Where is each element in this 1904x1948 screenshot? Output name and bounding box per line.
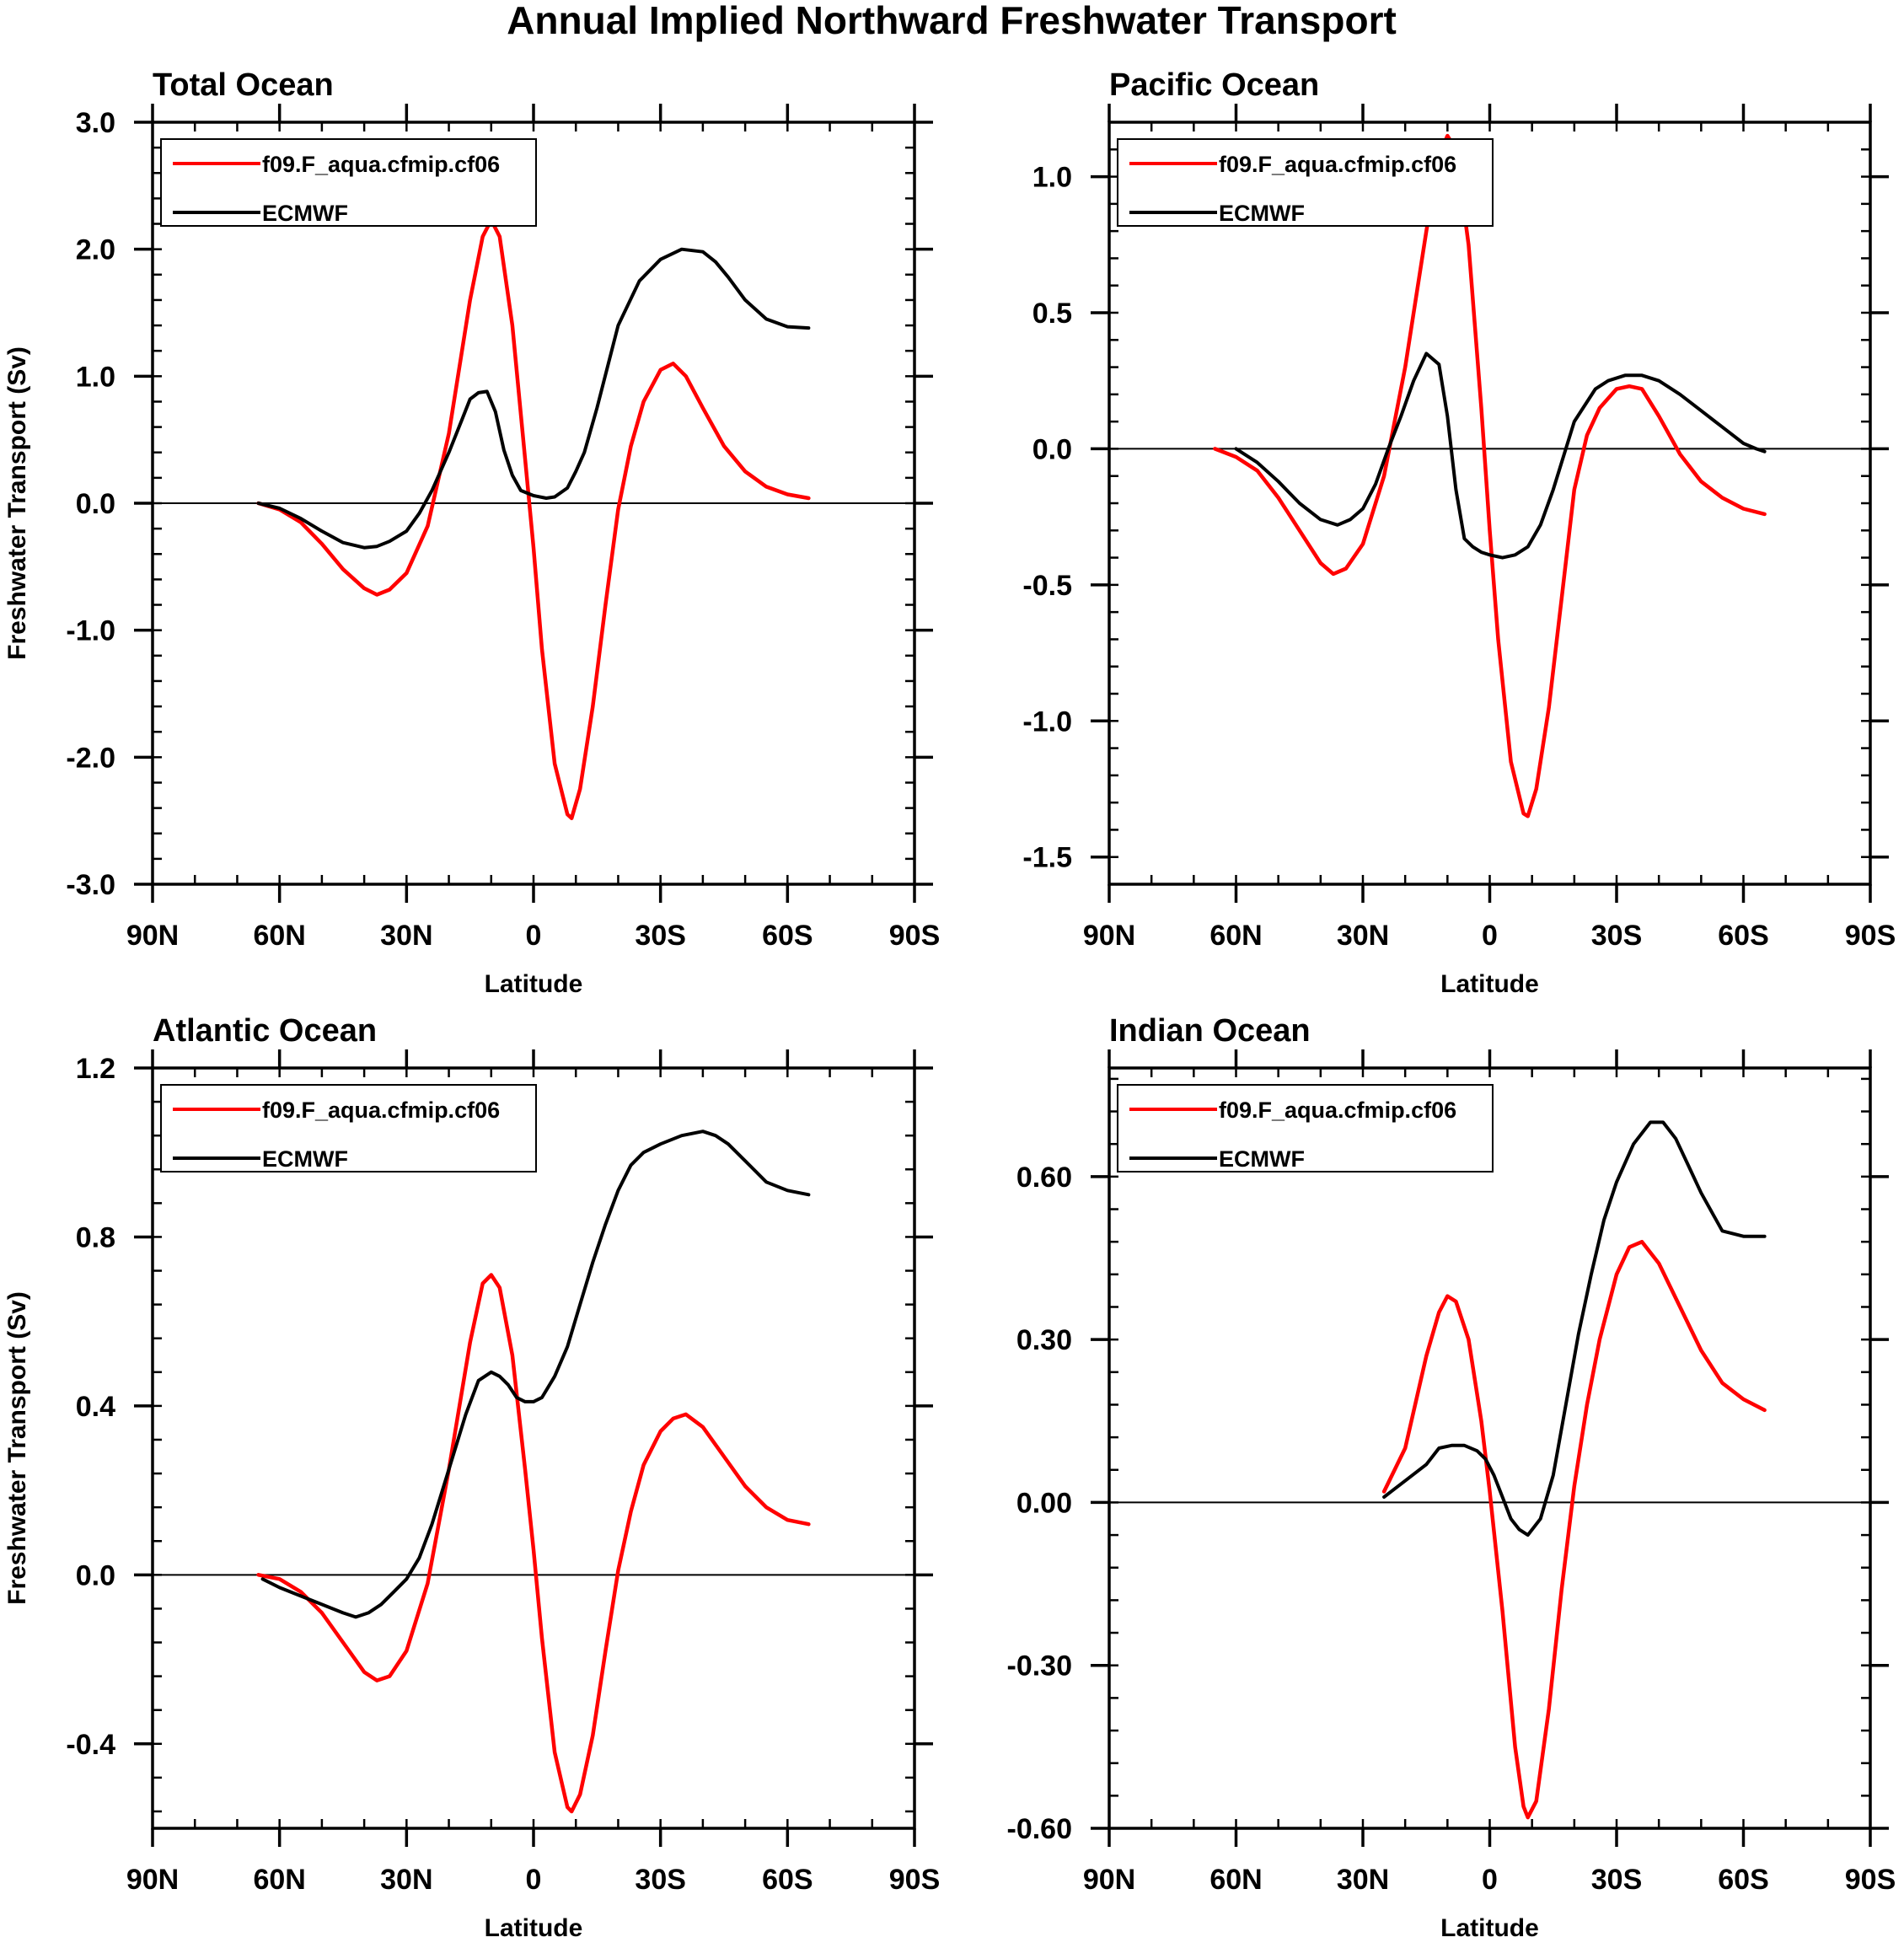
y-tick-label: 0.0 xyxy=(76,1559,115,1591)
series-line-ecmwf xyxy=(256,247,811,550)
x-tick-label: 90S xyxy=(889,920,941,952)
x-tick-label: 60N xyxy=(253,1864,305,1896)
panel-total-ocean: 90N 60N 30N 0 30S 60S 90S -3.0 -2.0 -1.0 0.0 1.0 2.0… xyxy=(3,67,940,998)
y-tick-label: 1.0 xyxy=(1032,162,1072,194)
plot-frame xyxy=(1108,121,1872,886)
y-axis-label: Freshwater Transport (Sv) xyxy=(3,1291,31,1605)
x-axis-label: Latitude xyxy=(485,1914,583,1942)
plot-frame xyxy=(1108,1066,1872,1830)
legend-label-f09-f-aqua-cfmip-cf06: f09.F_aqua.cfmip.cf06 xyxy=(262,1097,500,1123)
x-tick-label: 60S xyxy=(762,1864,813,1896)
series-line-f09-f-aqua-cfmip-cf06 xyxy=(1213,133,1767,818)
y-tick-label: -0.30 xyxy=(1007,1650,1073,1682)
y-tick-label: -0.5 xyxy=(1022,570,1072,602)
x-axis-label: Latitude xyxy=(1440,970,1539,998)
y-tick-label: -1.0 xyxy=(66,615,115,647)
x-tick-label: 90S xyxy=(1845,1864,1896,1896)
x-tick-label: 60N xyxy=(1209,1864,1262,1896)
panel-title: Atlantic Ocean xyxy=(153,1013,377,1049)
x-axis-label: Latitude xyxy=(485,970,583,998)
y-tick-label: 1.0 xyxy=(76,361,115,393)
y-tick-label: -1.0 xyxy=(1022,706,1072,738)
x-tick-label: 30N xyxy=(1337,1864,1389,1896)
legend-label-ecmwf: ECMWF xyxy=(262,1146,348,1172)
y-tick-label: 0.8 xyxy=(76,1221,115,1253)
x-tick-label: 90N xyxy=(1083,920,1135,952)
y-tick-label: 3.0 xyxy=(76,107,115,139)
x-tick-label: 30S xyxy=(1591,1864,1643,1896)
legend-label-ecmwf: ECMWF xyxy=(262,201,348,226)
panel-pacific-ocean: 90N 60N 30N 0 30S 60S 90S -1.5 -1.0 -0.5 0.0 0.5 1.0… xyxy=(1022,67,1896,998)
x-tick-label: 90N xyxy=(126,1864,179,1896)
panel-atlantic-ocean: 90N 60N 30N 0 30S 60S 90S -0.4 0.0 0.4 0.8 1.2 f09.F… xyxy=(3,1013,940,1942)
y-tick-label: 2.0 xyxy=(76,234,115,266)
x-tick-label: 60S xyxy=(1718,1864,1769,1896)
series-line-f09-f-aqua-cfmip-cf06 xyxy=(256,1273,811,1814)
y-tick-label: 0.60 xyxy=(1016,1162,1072,1194)
y-tick-label: -0.4 xyxy=(66,1729,115,1761)
x-tick-label: 30N xyxy=(380,1864,432,1896)
x-tick-label: 0 xyxy=(526,920,542,952)
legend-label-f09-f-aqua-cfmip-cf06: f09.F_aqua.cfmip.cf06 xyxy=(262,152,500,177)
x-tick-label: 30S xyxy=(1591,920,1643,952)
x-tick-label: 30N xyxy=(380,920,432,952)
plot-frame xyxy=(151,121,916,886)
series-line-ecmwf xyxy=(1234,351,1767,560)
y-tick-label: 0.0 xyxy=(1032,433,1072,465)
y-tick-label: -3.0 xyxy=(66,869,115,901)
x-tick-label: 30S xyxy=(635,920,686,952)
x-axis-label: Latitude xyxy=(1440,1914,1539,1942)
panel-title: Total Ocean xyxy=(153,67,334,103)
series-line-f09-f-aqua-cfmip-cf06 xyxy=(256,217,811,820)
y-tick-label: 1.2 xyxy=(76,1053,115,1085)
x-tick-label: 30S xyxy=(635,1864,686,1896)
x-tick-label: 30N xyxy=(1337,920,1389,952)
panel-indian-ocean: 90N 60N 30N 0 30S 60S 90S -0.60 -0.30 0.00 0.30 0.6… xyxy=(1007,1013,1896,1942)
legend-label-f09-f-aqua-cfmip-cf06: f09.F_aqua.cfmip.cf06 xyxy=(1219,1097,1456,1123)
x-tick-label: 0 xyxy=(1482,1864,1498,1896)
y-tick-label: 0.0 xyxy=(76,488,115,520)
y-axis-label: Freshwater Transport (Sv) xyxy=(3,346,31,660)
figure-title: Annual Implied Northward Freshwater Tran… xyxy=(507,0,1397,42)
panel-title: Pacific Ocean xyxy=(1109,67,1319,103)
y-tick-label: 0.00 xyxy=(1016,1487,1072,1519)
y-tick-label: -0.60 xyxy=(1007,1813,1073,1845)
y-tick-label: -2.0 xyxy=(66,742,115,774)
series-line-f09-f-aqua-cfmip-cf06 xyxy=(1381,1239,1767,1820)
x-tick-label: 90N xyxy=(1083,1864,1135,1896)
panel-title: Indian Ocean xyxy=(1109,1013,1311,1049)
x-tick-label: 90N xyxy=(126,920,179,952)
x-tick-label: 60N xyxy=(253,920,305,952)
y-tick-label: 0.4 xyxy=(76,1391,115,1423)
x-tick-label: 60N xyxy=(1209,920,1262,952)
x-tick-label: 0 xyxy=(526,1864,542,1896)
y-tick-label: 0.30 xyxy=(1016,1324,1072,1356)
plot-frame xyxy=(151,1066,916,1830)
legend-label-ecmwf: ECMWF xyxy=(1219,201,1305,226)
y-tick-label: 0.5 xyxy=(1032,298,1072,330)
series-line-ecmwf xyxy=(1382,1120,1767,1537)
x-tick-label: 60S xyxy=(1718,920,1769,952)
x-tick-label: 60S xyxy=(762,920,813,952)
y-tick-label: -1.5 xyxy=(1022,842,1072,874)
legend-label-f09-f-aqua-cfmip-cf06: f09.F_aqua.cfmip.cf06 xyxy=(1219,152,1456,177)
x-tick-label: 0 xyxy=(1482,920,1498,952)
panels: 90N 60N 30N 0 30S 60S 90S -3.0 -2.0 -1.0 0.0 1.0 2.0… xyxy=(3,67,1896,1942)
series-line-ecmwf xyxy=(260,1130,811,1619)
x-tick-label: 90S xyxy=(889,1864,941,1896)
legend-label-ecmwf: ECMWF xyxy=(1219,1146,1305,1172)
x-tick-label: 90S xyxy=(1845,920,1896,952)
